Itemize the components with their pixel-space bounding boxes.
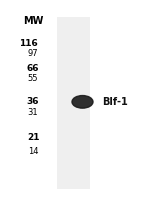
Text: 97: 97 — [28, 49, 38, 58]
Text: 116: 116 — [19, 39, 38, 47]
Text: 21: 21 — [27, 133, 39, 142]
Text: 55: 55 — [28, 74, 38, 83]
Text: 14: 14 — [28, 147, 38, 156]
Text: MW: MW — [23, 16, 43, 26]
Text: 66: 66 — [27, 64, 39, 73]
Ellipse shape — [72, 96, 93, 108]
Text: 31: 31 — [28, 109, 38, 117]
Text: BIf-1: BIf-1 — [102, 97, 128, 107]
Bar — [57, 17, 90, 189]
Text: 36: 36 — [27, 97, 39, 106]
